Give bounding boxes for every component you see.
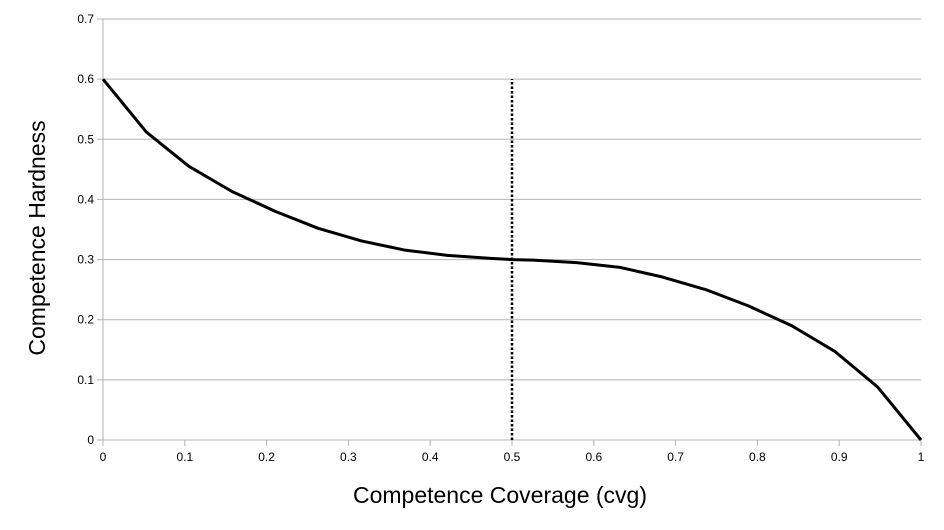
x-tick-label: 0.2: [258, 450, 275, 464]
x-tick-label: 0.3: [340, 450, 357, 464]
x-axis-title: Competence Coverage (cvg): [353, 482, 647, 508]
y-tick-label: 0.2: [77, 313, 94, 327]
y-tick-label: 0.3: [77, 253, 94, 267]
x-tick-label: 0: [100, 450, 107, 464]
x-tick-labels: 0 0.1 0.2 0.3 0.4 0.5 0.6 0.7 0.8 0.9 1: [100, 450, 925, 464]
series-line-0: [101, 78, 923, 441]
series-lines: [101, 78, 923, 441]
y-tick-label: 0.1: [77, 373, 94, 387]
y-tick-label: 0.7: [77, 12, 94, 26]
y-axis-title: Competence Hardness: [24, 120, 50, 355]
y-tick-label: 0.5: [77, 132, 94, 146]
x-tick-label: 1: [918, 450, 925, 464]
y-tick-labels: 0 0.1 0.2 0.3 0.4 0.5 0.6 0.7: [77, 12, 94, 447]
x-tick-label: 0.6: [585, 450, 602, 464]
y-tick-label: 0.4: [77, 192, 94, 206]
y-tick-label: 0.6: [77, 72, 94, 86]
axes: [97, 18, 922, 446]
x-tick-label: 0.5: [504, 450, 521, 464]
x-tick-label: 0.4: [422, 450, 439, 464]
y-tick-label: 0: [87, 433, 94, 447]
x-tick-label: 0.9: [831, 450, 848, 464]
x-tick-label: 0.8: [749, 450, 766, 464]
x-tick-label: 0.1: [176, 450, 193, 464]
x-tick-label: 0.7: [667, 450, 684, 464]
